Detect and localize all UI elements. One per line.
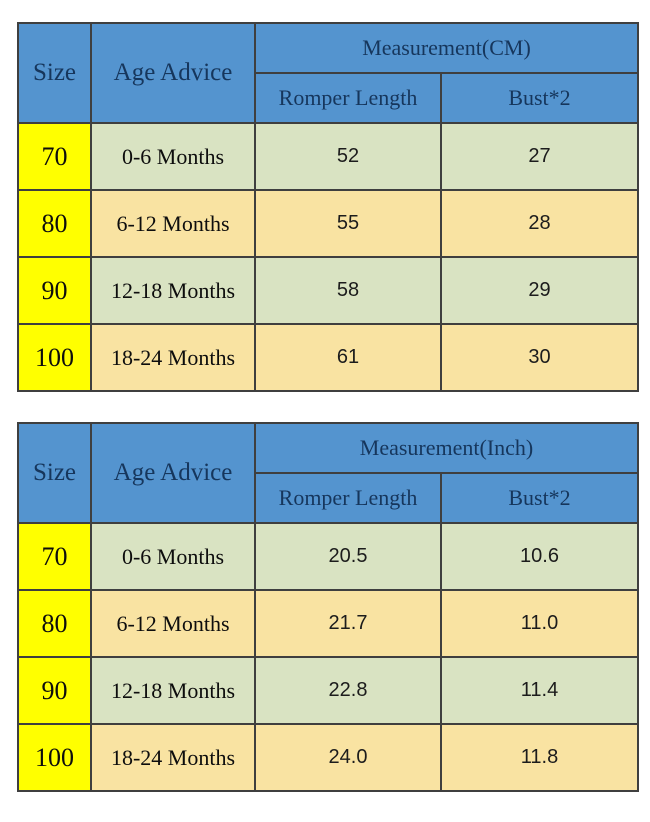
table-row: 70 0-6 Months 20.5 10.6 <box>17 522 640 591</box>
header-age-advice: Age Advice <box>90 22 256 124</box>
age-cell: 6-12 Months <box>90 589 256 658</box>
age-cell: 18-24 Months <box>90 323 256 392</box>
romper-length-cell: 22.8 <box>254 656 442 725</box>
size-cell: 80 <box>17 589 92 658</box>
header-measurement-cm: Measurement(CM) <box>254 22 639 74</box>
header-row-top: Size Age Advice Measurement(Inch) <box>17 422 640 524</box>
table-row: 80 6-12 Months 21.7 11.0 <box>17 589 640 658</box>
header-measurement-inch: Measurement(Inch) <box>253 422 640 474</box>
age-cell: 6-12 Months <box>90 189 256 258</box>
table-row: 90 12-18 Months 58 29 <box>17 256 639 325</box>
bust-cell: 27 <box>440 122 639 191</box>
size-cell: 70 <box>17 522 92 591</box>
header-bust: Bust*2 <box>439 472 640 524</box>
romper-length-cell: 24.0 <box>254 723 442 792</box>
age-cell: 12-18 Months <box>90 256 256 325</box>
header-row-sub: Romper Length Bust*2 <box>18 472 640 524</box>
table-row: 90 12-18 Months 22.8 11.4 <box>17 656 640 725</box>
size-chart-canvas: Size Age Advice Measurement(CM) Romper L… <box>0 22 650 822</box>
size-cell: 80 <box>17 189 92 258</box>
romper-length-cell: 58 <box>254 256 442 325</box>
header-romper-length: Romper Length <box>254 472 442 524</box>
age-cell: 0-6 Months <box>90 122 256 191</box>
table-row: 100 18-24 Months 61 30 <box>17 323 639 392</box>
table-row: 80 6-12 Months 55 28 <box>17 189 639 258</box>
size-cell: 100 <box>17 323 92 392</box>
size-cell: 100 <box>17 723 92 792</box>
header-age-advice: Age Advice <box>90 422 256 524</box>
header-row-top: Size Age Advice Measurement(CM) <box>17 22 639 124</box>
romper-length-cell: 20.5 <box>254 522 442 591</box>
bust-cell: 11.0 <box>439 589 640 658</box>
bust-cell: 30 <box>440 323 639 392</box>
header-size: Size <box>17 422 92 524</box>
table-row: 100 18-24 Months 24.0 11.8 <box>17 723 640 792</box>
age-cell: 0-6 Months <box>90 522 256 591</box>
age-cell: 12-18 Months <box>90 656 256 725</box>
romper-length-cell: 55 <box>254 189 442 258</box>
romper-length-cell: 21.7 <box>254 589 442 658</box>
size-table-inch: Size Age Advice Measurement(Inch) Romper… <box>17 422 640 792</box>
bust-cell: 10.6 <box>439 522 640 591</box>
size-table-cm: Size Age Advice Measurement(CM) Romper L… <box>17 22 639 392</box>
size-cell: 90 <box>17 656 92 725</box>
header-size: Size <box>17 22 92 124</box>
header-row-sub: Romper Length Bust*2 <box>18 72 639 124</box>
bust-cell: 11.8 <box>439 723 640 792</box>
romper-length-cell: 52 <box>254 122 442 191</box>
bust-cell: 28 <box>440 189 639 258</box>
table-row: 70 0-6 Months 52 27 <box>17 122 639 191</box>
bust-cell: 29 <box>440 256 639 325</box>
header-romper-length: Romper Length <box>254 72 442 124</box>
age-cell: 18-24 Months <box>90 723 256 792</box>
size-cell: 90 <box>17 256 92 325</box>
romper-length-cell: 61 <box>254 323 442 392</box>
header-bust: Bust*2 <box>440 72 639 124</box>
bust-cell: 11.4 <box>439 656 640 725</box>
size-cell: 70 <box>17 122 92 191</box>
